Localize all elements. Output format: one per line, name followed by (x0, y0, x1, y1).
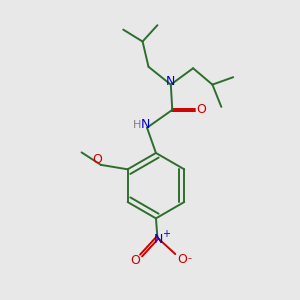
Text: O: O (196, 103, 206, 116)
Text: N: N (141, 118, 150, 131)
Text: O: O (177, 253, 187, 266)
Text: N: N (166, 74, 176, 88)
Text: +: + (162, 229, 170, 239)
Text: O: O (92, 153, 102, 166)
Text: N: N (154, 233, 164, 246)
Text: O: O (130, 254, 140, 267)
Text: H: H (133, 120, 142, 130)
Text: -: - (187, 253, 191, 262)
